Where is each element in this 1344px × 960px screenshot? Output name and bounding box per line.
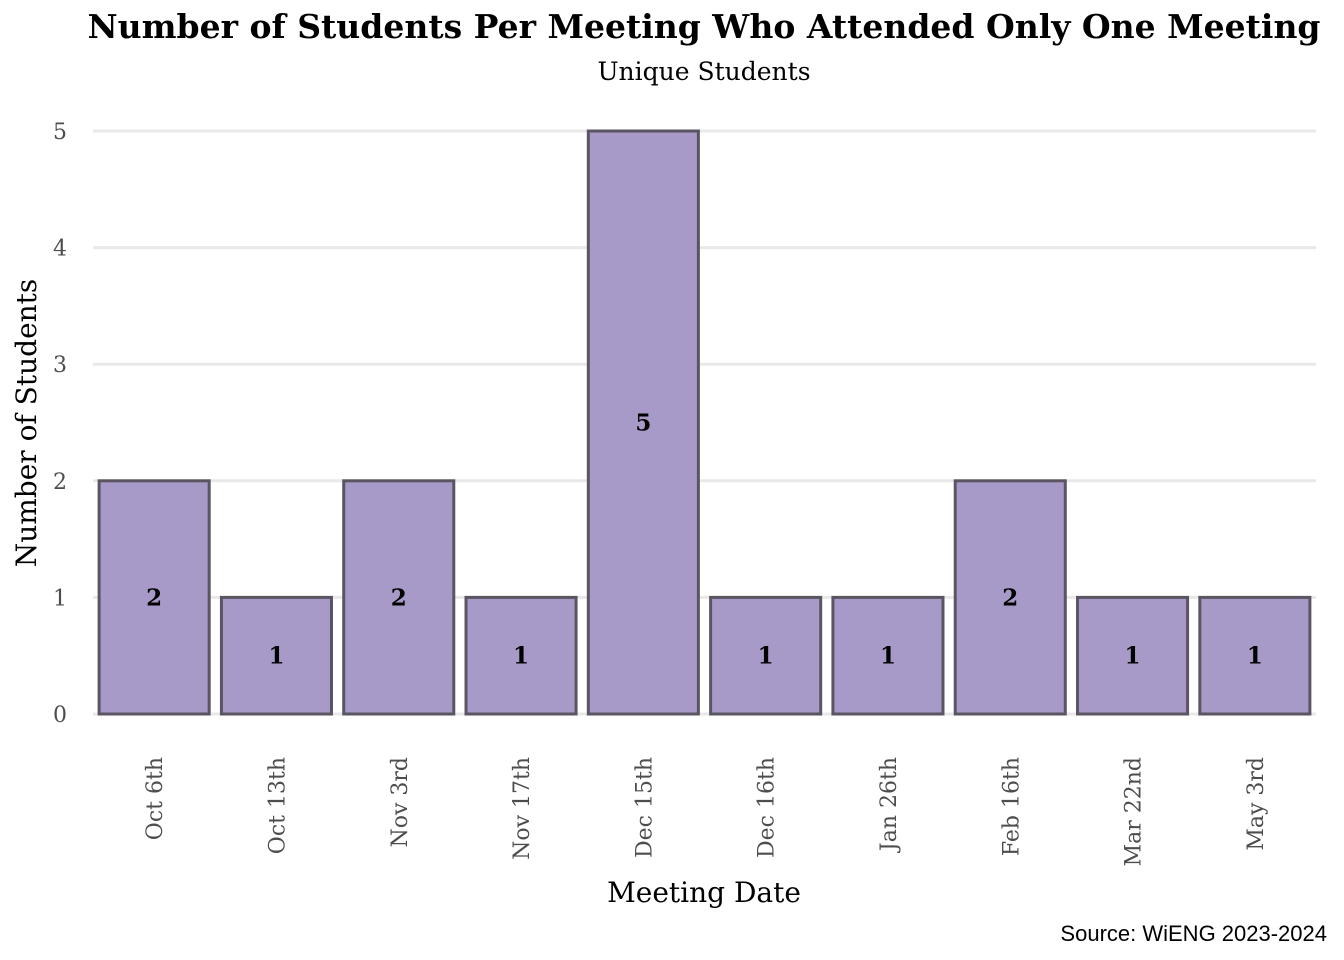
bars — [97, 129, 1312, 716]
data-labels: 2 1 2 1 5 1 1 2 1 1 — [146, 410, 1263, 670]
bar-value-label: 1 — [1125, 643, 1141, 670]
y-tick-label: 3 — [53, 353, 67, 378]
bar-value-label: 1 — [758, 643, 774, 670]
chart-subtitle: Unique Students — [597, 57, 810, 86]
bar-value-label: 2 — [146, 584, 162, 611]
bar — [1076, 595, 1190, 716]
source-caption: Source: WiENG 2023-2024 — [1060, 921, 1327, 946]
y-tick-label: 1 — [53, 586, 67, 611]
bar-value-label: 1 — [513, 643, 529, 670]
x-tick-label: Oct 13th — [265, 757, 290, 854]
x-tick-label: Nov 17th — [510, 757, 535, 860]
y-tick-label: 4 — [53, 237, 67, 262]
x-tick-label: May 3rd — [1244, 757, 1269, 851]
x-axis-title: Meeting Date — [607, 876, 801, 909]
bar-value-label: 1 — [268, 643, 284, 670]
x-tick-label: Mar 22nd — [1122, 757, 1147, 866]
y-tick-labels: 0 1 2 3 4 5 — [53, 120, 67, 728]
bar-value-label: 2 — [391, 584, 407, 611]
chart-title: Number of Students Per Meeting Who Atten… — [87, 7, 1320, 46]
y-tick-label: 2 — [53, 470, 67, 495]
y-tick-label: 0 — [53, 703, 67, 728]
y-axis-title: Number of Students — [10, 279, 43, 568]
bar-value-label: 2 — [1002, 584, 1018, 611]
x-tick-label: Dec 16th — [755, 757, 780, 858]
x-tick-label: Feb 16th — [999, 757, 1024, 856]
bar — [586, 129, 700, 716]
x-tick-labels: Oct 6th Oct 13th Nov 3rd Nov 17th Dec 15th De… — [143, 757, 1269, 866]
bar — [342, 479, 456, 716]
x-tick-label: Oct 6th — [143, 757, 168, 840]
x-tick-label: Dec 15th — [632, 757, 657, 858]
bar — [219, 595, 333, 716]
bar-value-label: 1 — [1247, 643, 1263, 670]
x-tick-label: Nov 3rd — [388, 757, 413, 848]
bar-value-label: 1 — [880, 643, 896, 670]
bar — [953, 479, 1067, 716]
bar — [831, 595, 945, 716]
bar — [709, 595, 823, 716]
y-tick-label: 5 — [53, 120, 67, 145]
bar — [97, 479, 211, 716]
bar — [1198, 595, 1312, 716]
x-tick-label: Jan 26th — [877, 757, 902, 853]
bar-value-label: 5 — [635, 410, 651, 437]
bar — [464, 595, 578, 716]
